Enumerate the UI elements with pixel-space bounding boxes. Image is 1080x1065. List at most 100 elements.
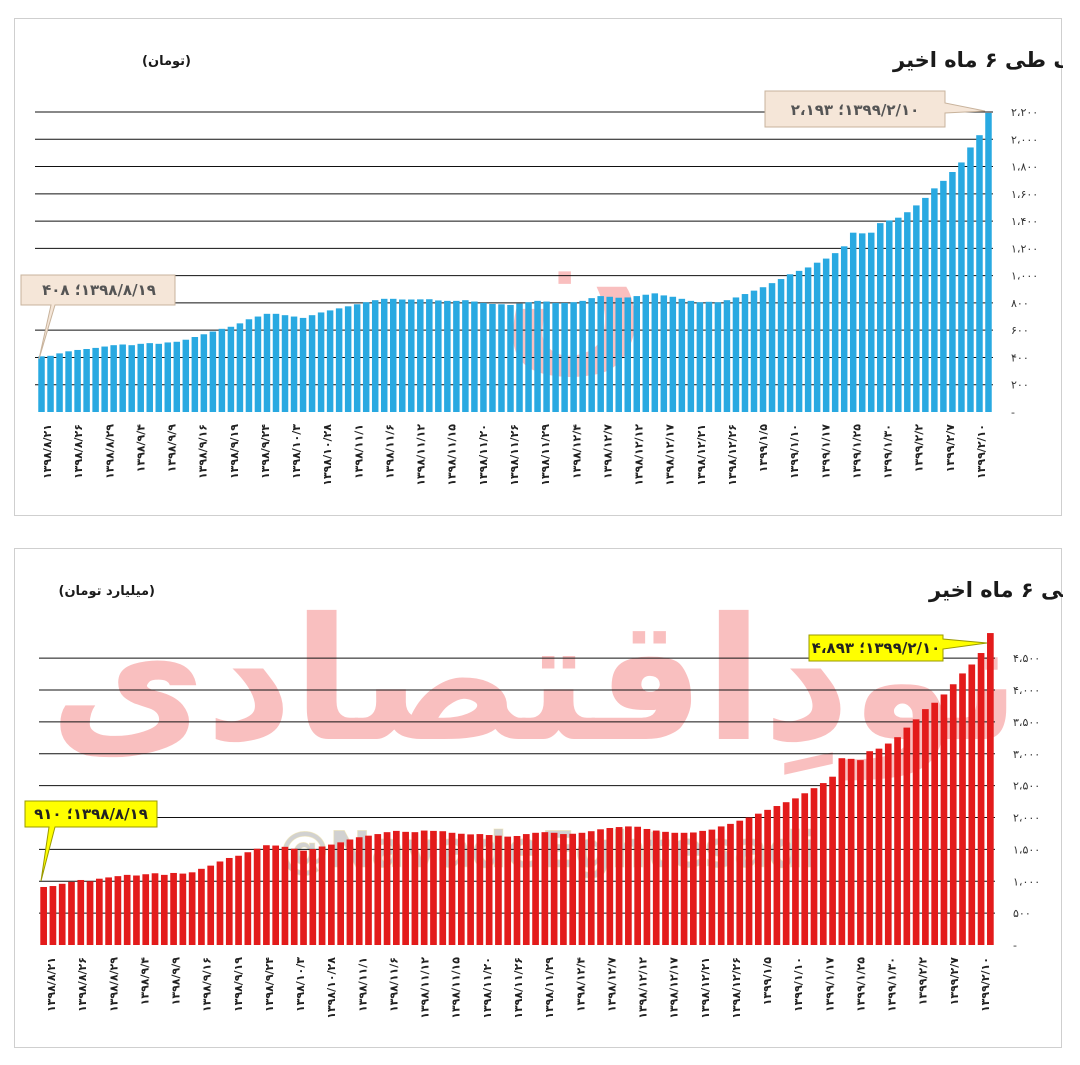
bar bbox=[829, 776, 836, 945]
bar bbox=[886, 220, 893, 412]
bar bbox=[485, 835, 493, 945]
bar bbox=[651, 293, 659, 412]
bar bbox=[49, 886, 57, 945]
bar bbox=[38, 356, 45, 412]
bar bbox=[182, 339, 190, 412]
bar bbox=[137, 343, 144, 412]
bar bbox=[840, 246, 848, 412]
bar bbox=[949, 684, 957, 945]
bar bbox=[985, 112, 992, 413]
bar bbox=[652, 830, 660, 945]
callout-end-text: ۱۳۹۹/۲/۱۰؛ ۲،۱۹۳ bbox=[791, 101, 920, 119]
bar bbox=[420, 830, 428, 945]
callout-end: ۱۳۹۹/۲/۱۰؛ ۲،۱۹۳ bbox=[764, 90, 986, 128]
bar bbox=[513, 835, 521, 945]
bar bbox=[894, 737, 901, 945]
bar bbox=[467, 834, 474, 945]
bar bbox=[448, 832, 456, 945]
bar bbox=[810, 788, 818, 945]
x-tick-label: ۱۳۹۹/۱/۵ bbox=[761, 957, 774, 1006]
y-tick-label: ۲۰۰ bbox=[1011, 379, 1029, 392]
bar bbox=[191, 337, 199, 412]
y-axis-ticks: - ۵۰۰ ۱،۰۰۰ ۱،۵۰۰ ۲،۰۰۰ ۲،۵۰۰ ۳،۰۰۰ ۳،۵۰۰ ۴،۰۰۰ ۴… bbox=[1013, 652, 1040, 952]
x-tick-label: ۱۳۹۸/۱۲/۴ bbox=[574, 957, 587, 1012]
bar bbox=[188, 872, 196, 945]
callout-start-text: ۱۳۹۸/۸/۱۹؛ ۹۱۰ bbox=[34, 805, 148, 823]
bar bbox=[281, 846, 289, 945]
bar bbox=[457, 833, 465, 945]
bar bbox=[750, 290, 758, 412]
x-tick-label: ۱۳۹۸/۹/۱۹ bbox=[228, 424, 241, 479]
x-tick-label: ۱۳۹۸/۸/۲۹ bbox=[107, 957, 120, 1012]
bar bbox=[597, 829, 604, 945]
market-cap-chart-panel: نودِاقتصادی @NavadeEghtesadi ارزش بازار … bbox=[14, 548, 1063, 1048]
y-tick-label: ۴،۰۰۰ bbox=[1013, 684, 1040, 697]
bar bbox=[822, 258, 830, 412]
bar bbox=[764, 809, 771, 945]
bar bbox=[642, 294, 650, 412]
bar bbox=[335, 308, 343, 412]
bar bbox=[949, 172, 956, 412]
bar bbox=[318, 846, 326, 945]
bar bbox=[346, 839, 354, 945]
x-tick-label: ۱۳۹۸/۱۲/۱۲ bbox=[633, 424, 646, 486]
x-tick-label: ۱۳۹۸/۱۰/۲۸ bbox=[325, 957, 338, 1019]
bar bbox=[227, 326, 235, 412]
bar bbox=[541, 832, 549, 945]
x-tick-label: ۱۳۹۸/۹/۴ bbox=[134, 424, 147, 473]
x-tick-label: ۱۳۹۸/۱۱/۲۶ bbox=[512, 957, 525, 1019]
bar bbox=[355, 837, 363, 945]
bar bbox=[759, 287, 767, 412]
callout-end: ۱۳۹۹/۲/۱۰؛ ۴،۸۹۳ bbox=[808, 634, 988, 662]
price-chart-panel: ن قیمت هر سهم گروه کارخانجات صنعتی تبرک … bbox=[14, 18, 1063, 516]
bar bbox=[699, 830, 706, 945]
bar bbox=[164, 342, 172, 412]
x-tick-label: ۱۳۹۸/۱۱/۲۹ bbox=[543, 957, 556, 1019]
x-tick-label: ۱۳۹۹/۲/۲ bbox=[913, 424, 926, 473]
y-tick-label: ۵۰۰ bbox=[1013, 907, 1031, 920]
x-tick-label: ۱۳۹۸/۱۲/۱۲ bbox=[637, 957, 650, 1019]
bar bbox=[560, 834, 567, 945]
bar bbox=[179, 873, 187, 945]
bar bbox=[522, 834, 530, 945]
bar bbox=[300, 850, 307, 945]
bar bbox=[408, 299, 415, 412]
bar bbox=[690, 832, 697, 945]
x-tick-label: ۱۳۹۹/۱/۱۷ bbox=[819, 424, 832, 479]
bar bbox=[263, 845, 270, 945]
bar bbox=[968, 664, 976, 945]
bar bbox=[444, 300, 451, 412]
bar bbox=[245, 319, 253, 412]
bar bbox=[534, 300, 541, 412]
bar bbox=[173, 341, 181, 412]
bar bbox=[976, 135, 983, 412]
bar bbox=[813, 262, 821, 412]
bar bbox=[804, 267, 812, 412]
y-tick-label: ۱،۶۰۰ bbox=[1011, 188, 1038, 201]
bar bbox=[439, 831, 447, 945]
bar bbox=[160, 874, 168, 945]
y-tick-label: ۱،۲۰۰ bbox=[1011, 242, 1038, 255]
bar bbox=[170, 872, 177, 945]
bar bbox=[552, 302, 559, 412]
x-tick-label: ۱۳۹۸/۱۰/۳ bbox=[290, 424, 303, 479]
bar bbox=[119, 344, 126, 412]
bar bbox=[110, 345, 117, 412]
bar bbox=[326, 310, 334, 412]
x-tick-label: ۱۳۹۹/۲/۷ bbox=[944, 424, 957, 473]
bar bbox=[114, 876, 122, 945]
bar bbox=[550, 832, 558, 945]
bar bbox=[489, 304, 496, 412]
x-tick-label: ۱۳۹۹/۱/۱۰ bbox=[788, 424, 801, 479]
y-tick-label: ۱،۴۰۰ bbox=[1011, 215, 1038, 228]
bar bbox=[272, 845, 280, 945]
bar bbox=[374, 834, 382, 945]
y-tick-label: ۶۰۰ bbox=[1011, 324, 1029, 337]
bar bbox=[353, 304, 361, 412]
x-axis-ticks: ۱۳۹۸/۸/۲۱ ۱۳۹۸/۸/۲۶ ۱۳۹۸/۸/۲۹ ۱۳۹۸/۹/۴ ۱۳۹۸/… bbox=[45, 957, 992, 1019]
bar bbox=[244, 852, 252, 945]
bar bbox=[792, 798, 799, 945]
bar bbox=[95, 878, 103, 945]
callout-start-shape bbox=[24, 800, 158, 882]
x-tick-label: ۱۳۹۸/۹/۱۶ bbox=[201, 957, 214, 1012]
